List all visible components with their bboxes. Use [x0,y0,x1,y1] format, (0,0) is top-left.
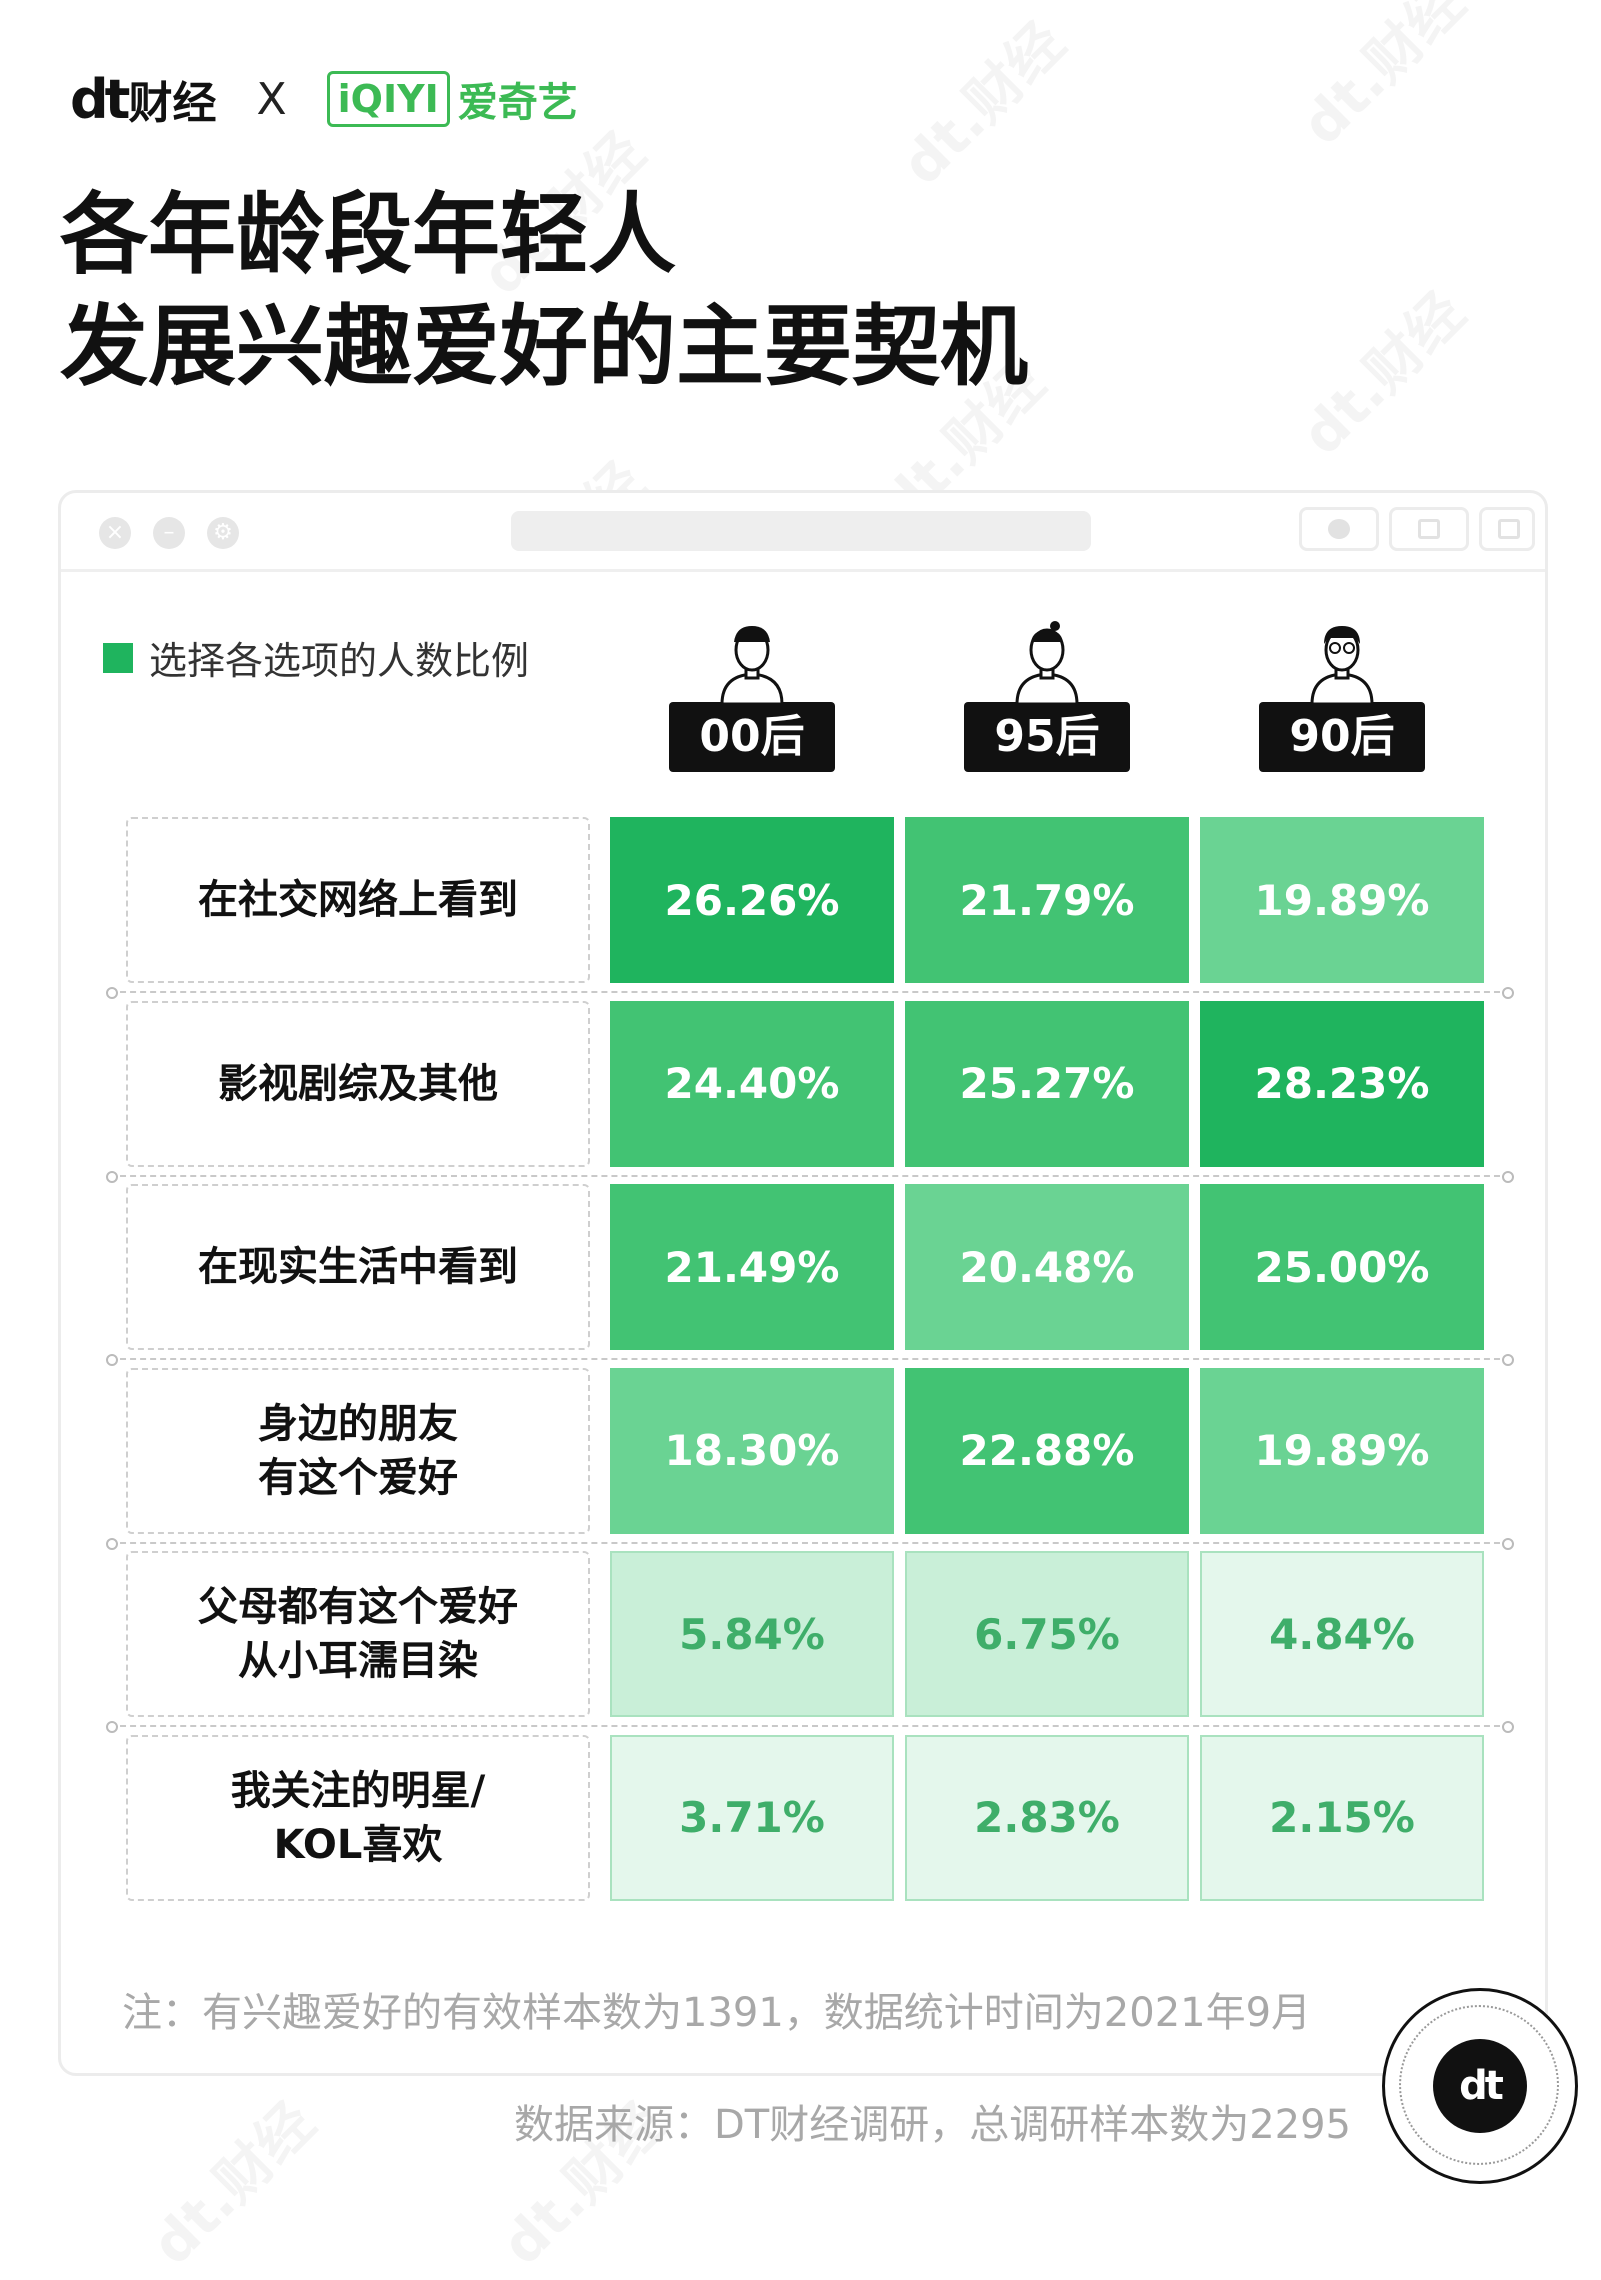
legend-label: 选择各选项的人数比例 [149,639,530,683]
table-cell: 22.88% [905,1367,1189,1534]
row-label: 父母都有这个爱好 从小耳濡目染 [126,1551,590,1717]
table-cell: 25.27% [905,1000,1189,1167]
table-cell: 26.26% [610,817,894,983]
row-label: 在现实生活中看到 [126,1184,590,1350]
iqiyi-logo: iQIYI [326,71,450,127]
window-title-bar: × – ⚙ [61,493,1545,572]
copy-icon[interactable] [1479,507,1535,551]
person-avatar-icon [1310,626,1374,704]
title-line-2: 发展兴趣爱好的主要契机 [60,294,1029,398]
row-divider [106,1170,1514,1183]
record-icon[interactable] [1299,507,1379,551]
row-label: 身边的朋友 有这个爱好 [126,1367,590,1534]
row-label: 影视剧综及其他 [126,1000,590,1167]
table-cell: 25.00% [1200,1184,1484,1350]
table-cell: 3.71% [610,1734,894,1901]
brand-logos: dt 财经 X iQIYI 爱奇艺 [70,64,578,134]
table-cell: 28.23% [1200,1000,1484,1167]
table-cell: 19.89% [1200,817,1484,983]
minimize-icon[interactable]: – [153,517,185,549]
column-header: 90后 [1259,620,1425,772]
watermark: dt.财经 [881,1,1080,200]
close-icon[interactable]: × [99,517,131,549]
collab-separator: X [256,73,287,125]
watermark: dt.财经 [1281,271,1480,470]
footnote: 注：有兴趣爱好的有效样本数为1391，数据统计时间为2021年9月 [122,1990,1312,2036]
table-cell: 24.40% [610,1000,894,1167]
share-icon[interactable] [1389,507,1469,551]
column-header: 00后 [669,620,835,772]
data-source: 数据来源：DT财经调研，总调研样本数为2295 [513,2102,1351,2148]
table-cell: 21.49% [610,1184,894,1350]
column-header: 95后 [964,620,1130,772]
row-label: 在社交网络上看到 [126,817,590,983]
settings-icon[interactable]: ⚙ [207,517,239,549]
iqiyi-brand-name: 爱奇艺 [457,80,578,126]
watermark: dt.财经 [1281,0,1480,160]
column-label: 95后 [964,702,1130,772]
badge-mark: dt [1433,2039,1527,2133]
dt-logo: dt [70,67,131,131]
watermark: dt.财经 [131,2081,330,2280]
table-cell: 4.84% [1200,1551,1484,1717]
column-label: 00后 [669,702,835,772]
badge-ring [1399,2005,1559,2165]
dt-brand-name: 财经 [128,78,217,129]
row-divider [106,987,1514,999]
person-avatar-icon [1015,621,1079,704]
table-cell: 18.30% [610,1367,894,1534]
row-divider [106,1537,1514,1550]
row-divider [106,1354,1514,1366]
table-cell: 6.75% [905,1551,1189,1717]
column-label: 90后 [1259,702,1425,772]
chart-legend: 选择各选项的人数比例 [103,630,529,685]
table-cell: 19.89% [1200,1367,1484,1534]
table-cell: 21.79% [905,817,1189,983]
legend-swatch [103,642,133,673]
dt-badge-icon: dt [1382,1988,1578,2184]
table-cell: 2.83% [905,1734,1189,1901]
table-cell: 2.15% [1200,1734,1484,1901]
table-cell: 5.84% [610,1551,894,1717]
row-label: 我关注的明星/ KOL喜欢 [126,1734,590,1901]
title-line-1: 各年龄段年轻人 [60,182,677,286]
row-divider [106,1721,1514,1733]
person-avatar-icon [720,626,784,704]
page-title: 各年龄段年轻人 发展兴趣爱好的主要契机 [60,178,1028,402]
address-bar[interactable] [511,511,1091,551]
table-cell: 20.48% [905,1184,1189,1350]
